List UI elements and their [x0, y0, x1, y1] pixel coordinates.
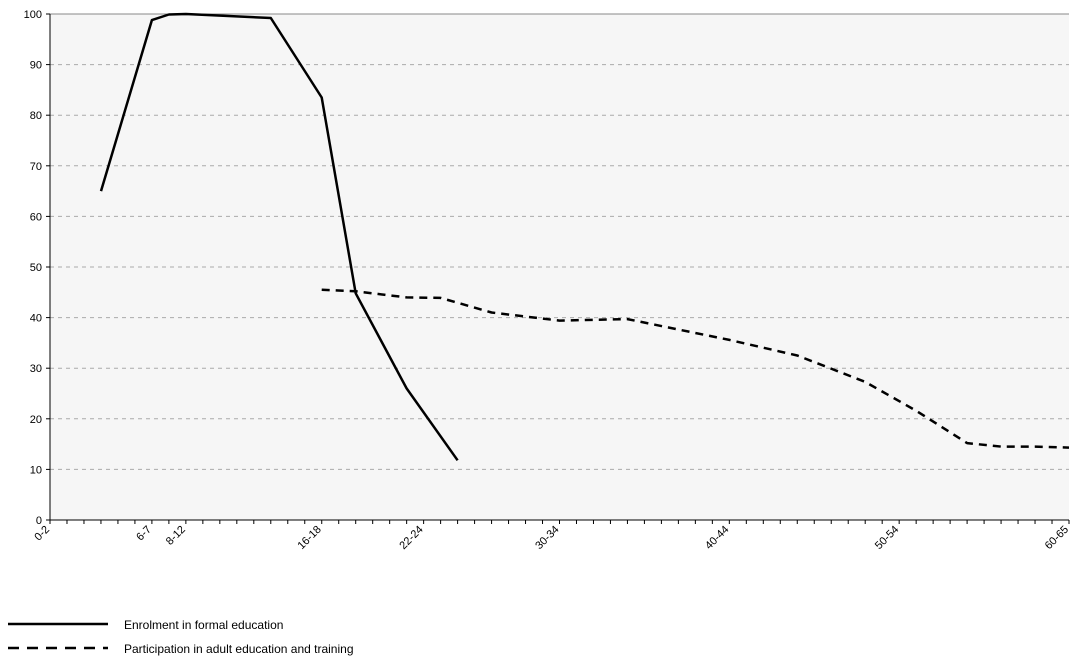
x-tick-label: 6-7 [134, 524, 154, 544]
y-tick-label: 40 [30, 313, 42, 325]
y-tick-label: 80 [30, 110, 42, 122]
x-tick-label: 8-12 [164, 524, 188, 548]
x-tick-labels: 0-2 6-7 8-12 16-18 22-24 30-34 40-44 50-54 60-65 [32, 524, 1071, 552]
gridlines [50, 13, 1069, 470]
y-tick-label: 0 [36, 515, 42, 527]
y-tick-label: 50 [30, 262, 42, 274]
legend: Enrolment in formal education Participat… [8, 618, 354, 656]
legend-label-enrolment: Enrolment in formal education [124, 618, 283, 632]
y-tick-label: 30 [30, 363, 42, 375]
y-tick-labels: 0 10 20 30 40 50 60 70 80 90 100 [24, 9, 42, 527]
x-tick-label: 50-54 [873, 524, 901, 552]
x-tick-label: 16-18 [295, 524, 323, 552]
legend-label-participation: Participation in adult education and tra… [124, 642, 354, 656]
y-tick-label: 100 [24, 9, 42, 21]
x-tick-label: 22-24 [397, 524, 425, 552]
series-line-participation [321, 288, 1070, 449]
y-tick-label: 20 [30, 414, 42, 426]
x-tick-label: 60-65 [1043, 524, 1071, 552]
x-tick-label: 40-44 [703, 524, 731, 552]
x-tick-label: 30-34 [533, 524, 561, 552]
axes [46, 13, 1070, 524]
y-tick-label: 90 [30, 60, 42, 72]
y-tick-label: 10 [30, 464, 42, 476]
series-lines [99, 12, 1070, 462]
y-tick-label: 60 [30, 211, 42, 223]
y-tick-label: 70 [30, 161, 42, 173]
series-line-enrolment [99, 12, 459, 462]
